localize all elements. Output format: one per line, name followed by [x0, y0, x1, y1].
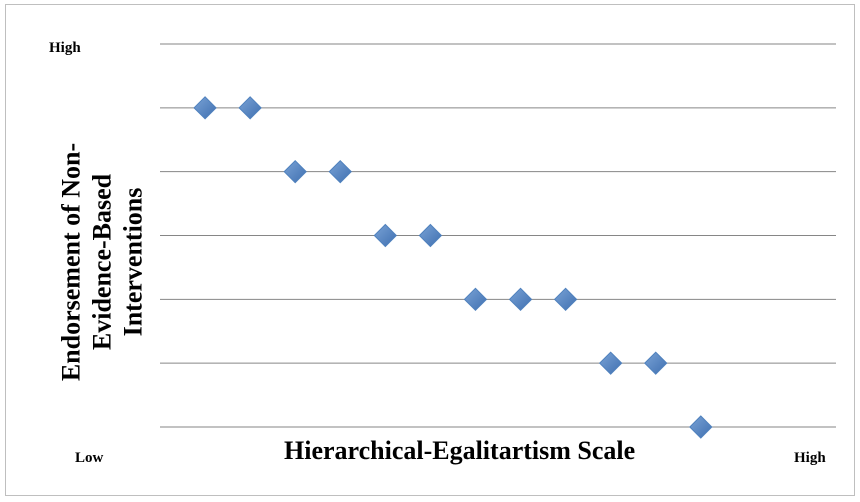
data-point-8	[508, 287, 533, 312]
data-point-5	[373, 223, 398, 248]
y-axis-title-text: Endorsement of Non- Evidence-Based Inter…	[56, 102, 149, 422]
data-point-12	[689, 415, 713, 439]
data-point-9	[553, 287, 578, 312]
data-point-10	[598, 351, 623, 375]
y-axis-title-line-2: Evidence-Based	[87, 173, 117, 351]
x-axis-title: Hierarchical-Egalitartism Scale	[284, 436, 636, 465]
data-point-3	[283, 159, 307, 184]
y-axis-title-line-1: Endorsement of Non-	[56, 142, 86, 382]
data-point-2	[238, 96, 262, 120]
data-point-11	[644, 351, 668, 375]
y-axis-title-line-3: Interventions	[118, 187, 148, 337]
data-point-4	[328, 159, 352, 184]
x-axis-low-label: Low	[75, 450, 104, 466]
data-point-7	[463, 287, 488, 312]
chart-frame	[5, 4, 855, 496]
data-points	[193, 96, 713, 439]
data-point-1	[193, 96, 217, 120]
data-point-6	[418, 223, 443, 248]
x-axis-high-label: High	[794, 450, 826, 466]
y-axis-high-label: High	[49, 40, 81, 56]
gridlines	[160, 43, 836, 428]
